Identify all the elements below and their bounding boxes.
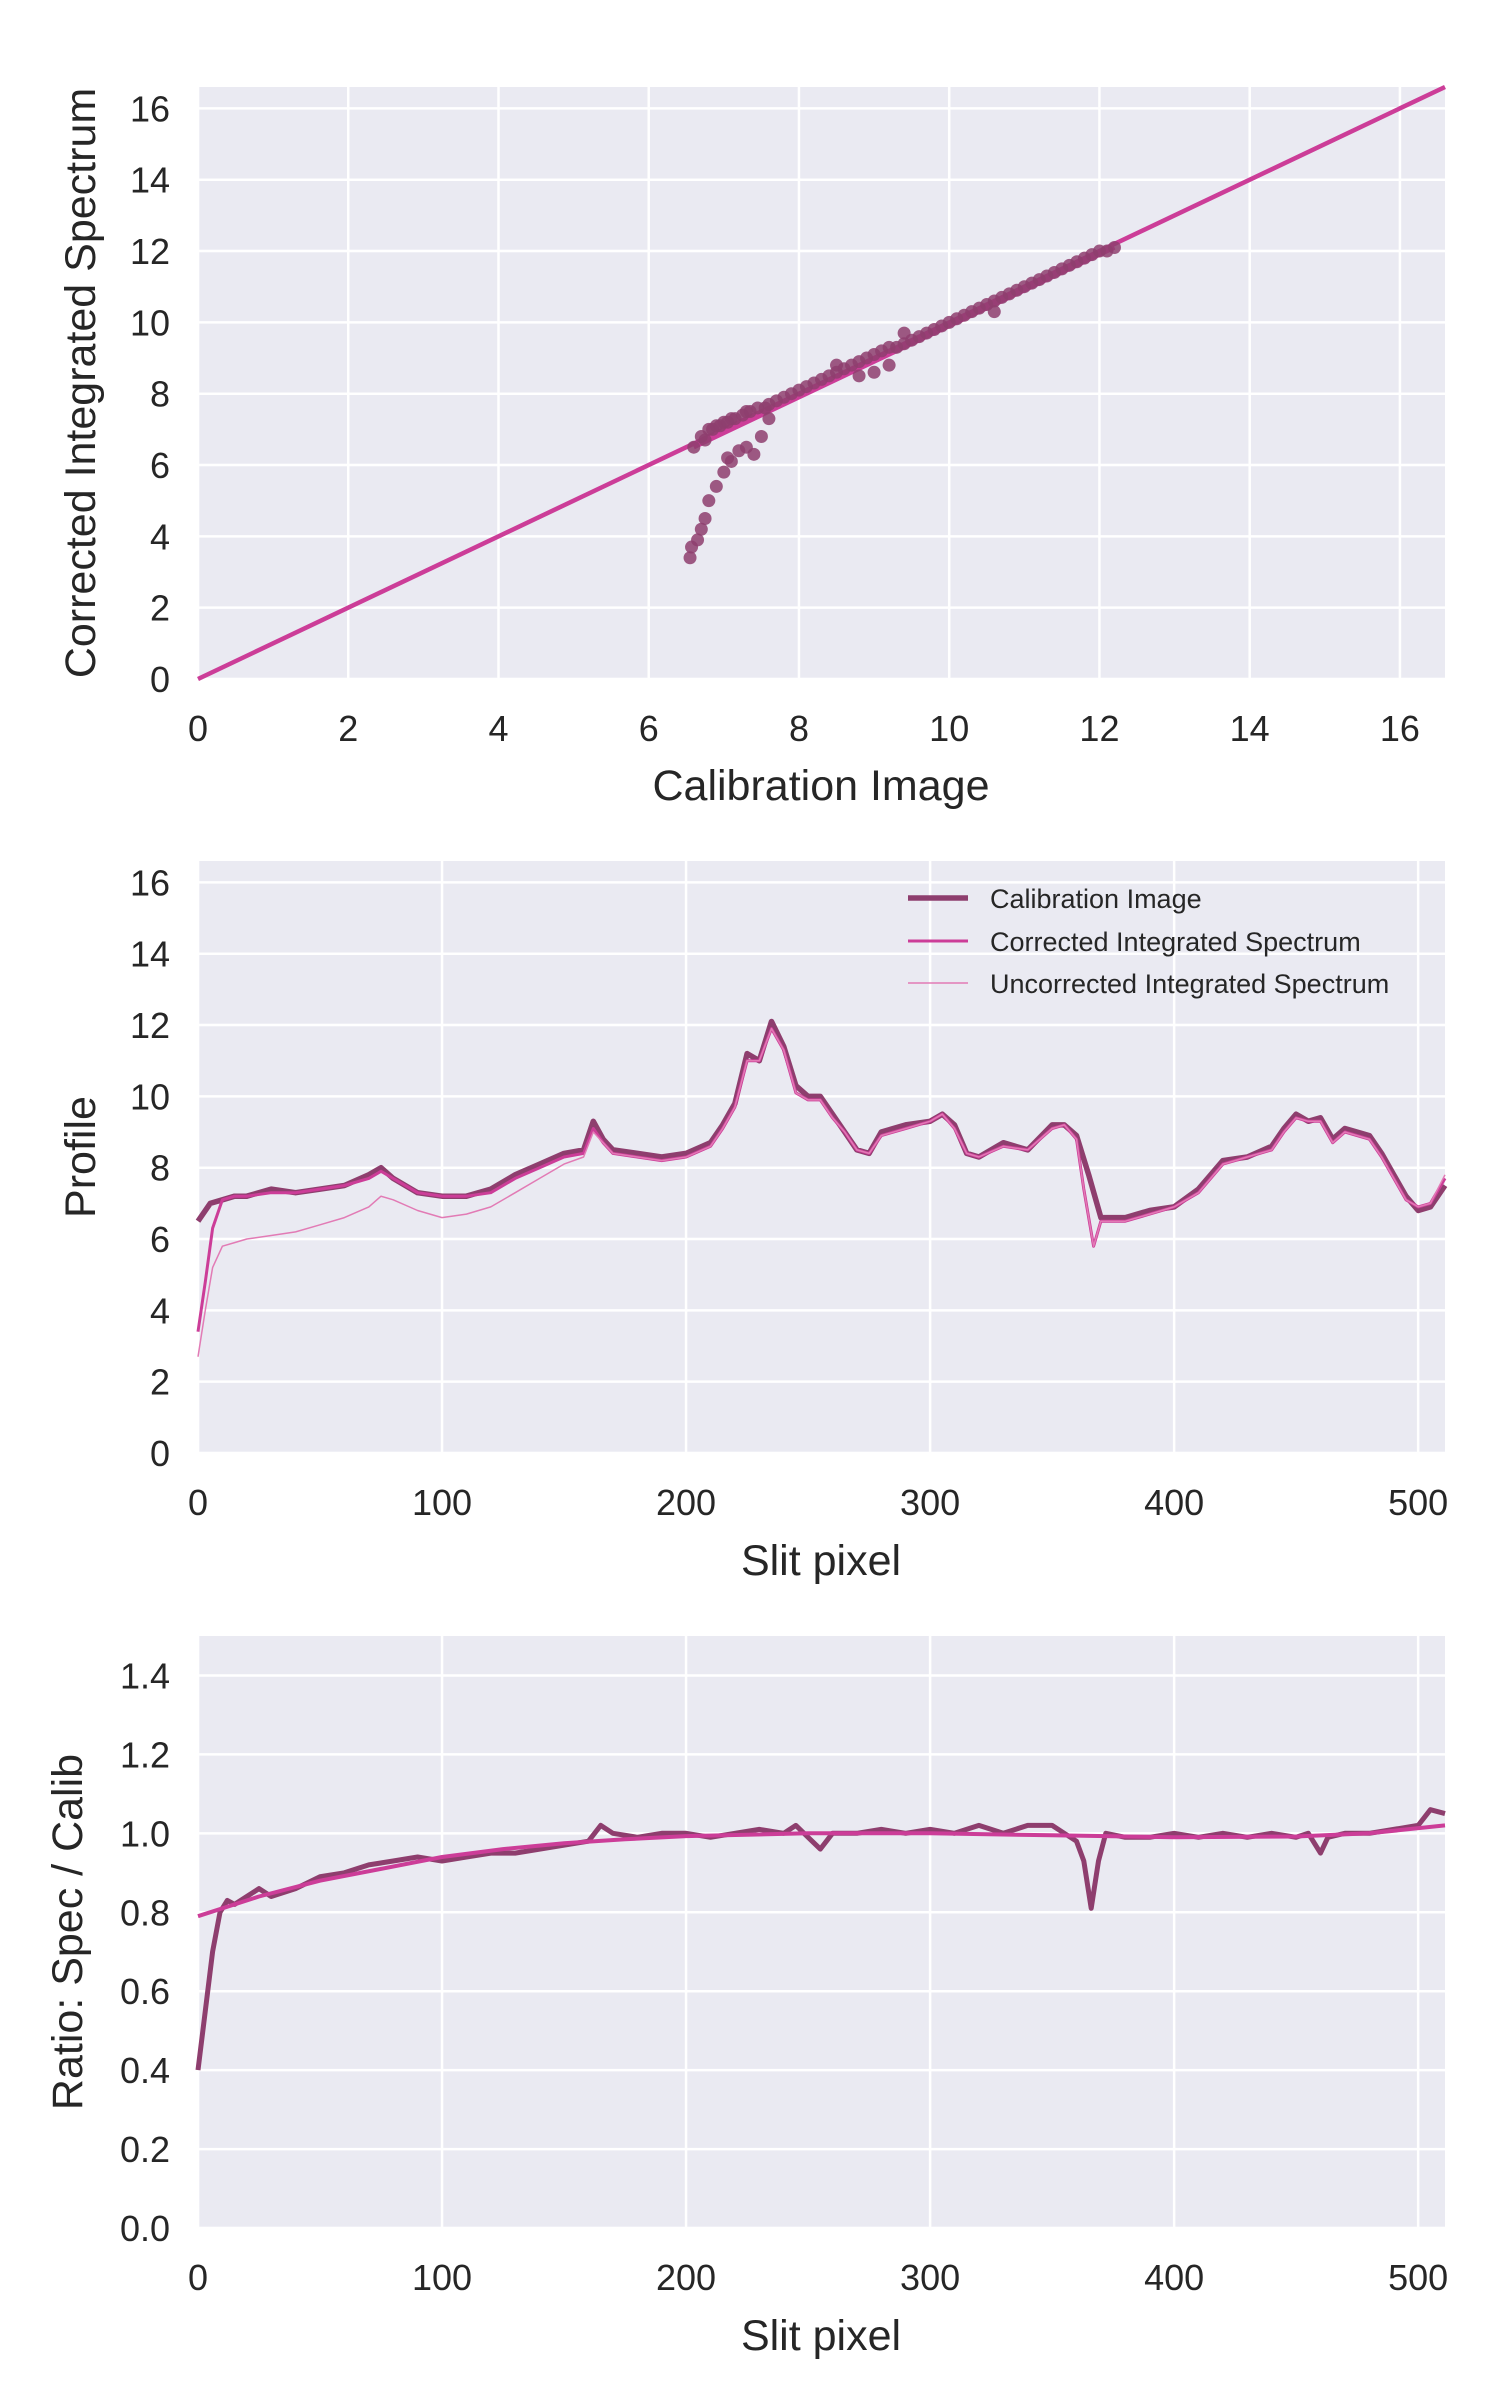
scatter-point bbox=[698, 512, 712, 526]
ratio-y-tick-label: 0.0 bbox=[120, 2208, 170, 2249]
scatter-y-tick-label: 2 bbox=[150, 588, 170, 629]
scatter-point bbox=[739, 405, 753, 419]
profile-grid bbox=[196, 861, 1445, 1455]
scatter-point bbox=[1107, 240, 1121, 254]
scatter-ticks: 0 2 4 6 8 10 12 14 16 0 2 4 6 8 10 12 14 16 bbox=[130, 88, 1420, 749]
profile-y-tick-label: 4 bbox=[150, 1290, 170, 1331]
ratio-y-axis-label: Ratio: Spec / Calib bbox=[44, 1754, 92, 2110]
scatter-point bbox=[724, 454, 738, 468]
scatter-point bbox=[897, 326, 911, 340]
ratio-x-tick-label: 500 bbox=[1388, 2257, 1448, 2298]
scatter-point bbox=[987, 305, 1001, 319]
profile-ticks: 0 100 200 300 400 500 0 2 4 6 8 10 12 14 16 bbox=[130, 862, 1448, 1523]
scatter-x-tick-label: 6 bbox=[639, 708, 659, 749]
ratio-x-tick-label: 100 bbox=[412, 2257, 472, 2298]
scatter-point bbox=[717, 465, 731, 479]
profile-x-tick-label: 100 bbox=[412, 1482, 472, 1523]
scatter-y-tick-label: 10 bbox=[130, 302, 170, 343]
profile-panel: 0 100 200 300 400 500 0 2 4 6 8 10 12 14 16 Calibratio… bbox=[57, 861, 1448, 1585]
scatter-point bbox=[687, 440, 701, 454]
profile-legend: Calibration Image Corrected Integrated S… bbox=[908, 884, 1389, 999]
scatter-point bbox=[867, 365, 881, 379]
series-ratio-fit bbox=[197, 1823, 1446, 1919]
ratio-y-tick-label: 1.4 bbox=[120, 1655, 170, 1696]
series-uncorrected-spectrum bbox=[197, 1027, 1446, 1357]
profile-y-tick-label: 12 bbox=[130, 1005, 170, 1046]
profile-y-axis-label: Profile bbox=[57, 1096, 105, 1218]
profile-y-tick-label: 16 bbox=[130, 862, 170, 903]
legend-label-calibration: Calibration Image bbox=[990, 884, 1202, 914]
scatter-point bbox=[754, 429, 768, 443]
scatter-point bbox=[830, 358, 844, 372]
ratio-ticks: 0 100 200 300 400 500 0.0 0.2 0.4 0.6 0.8 1.0 1.2 1.4 bbox=[120, 1655, 1448, 2298]
profile-x-tick-label: 200 bbox=[656, 1482, 716, 1523]
profile-y-tick-label: 8 bbox=[150, 1148, 170, 1189]
scatter-point bbox=[709, 479, 723, 493]
scatter-y-tick-label: 16 bbox=[130, 88, 170, 129]
profile-y-tick-label: 14 bbox=[130, 934, 170, 975]
scatter-y-tick-label: 14 bbox=[130, 160, 170, 201]
ratio-y-tick-label: 0.6 bbox=[120, 1971, 170, 2012]
profile-y-tick-label: 10 bbox=[130, 1076, 170, 1117]
scatter-x-tick-label: 4 bbox=[488, 708, 508, 749]
scatter-point bbox=[691, 533, 705, 547]
ratio-grid bbox=[196, 1636, 1445, 2230]
scatter-point bbox=[683, 551, 697, 565]
ratio-x-tick-label: 400 bbox=[1144, 2257, 1204, 2298]
ratio-y-tick-label: 0.2 bbox=[120, 2129, 170, 2170]
scatter-point bbox=[698, 433, 712, 447]
ratio-y-tick-label: 0.8 bbox=[120, 1892, 170, 1933]
scatter-x-tick-label: 10 bbox=[929, 708, 969, 749]
scatter-y-tick-label: 0 bbox=[150, 659, 170, 700]
scatter-point bbox=[882, 358, 896, 372]
legend-label-uncorrected: Uncorrected Integrated Spectrum bbox=[990, 969, 1389, 999]
ratio-series bbox=[195, 1807, 1446, 2071]
ratio-x-axis-label: Slit pixel bbox=[741, 2312, 901, 2360]
profile-x-tick-label: 400 bbox=[1144, 1482, 1204, 1523]
ratio-x-tick-label: 300 bbox=[900, 2257, 960, 2298]
profile-y-tick-label: 0 bbox=[150, 1433, 170, 1474]
profile-y-tick-label: 6 bbox=[150, 1219, 170, 1260]
scatter-y-tick-label: 12 bbox=[130, 231, 170, 272]
ratio-y-tick-label: 1.2 bbox=[120, 1734, 170, 1775]
scatter-y-tick-label: 4 bbox=[150, 516, 170, 557]
profile-x-tick-label: 0 bbox=[188, 1482, 208, 1523]
profile-x-axis-label: Slit pixel bbox=[741, 1537, 901, 1585]
scatter-point bbox=[747, 447, 761, 461]
legend-label-corrected: Corrected Integrated Spectrum bbox=[990, 927, 1361, 957]
ratio-panel: 0 100 200 300 400 500 0.0 0.2 0.4 0.6 0.8 1.0 1.2 1.4… bbox=[44, 1636, 1448, 2360]
scatter-points bbox=[683, 240, 1121, 565]
ratio-x-tick-label: 200 bbox=[656, 2257, 716, 2298]
scatter-y-tick-label: 6 bbox=[150, 445, 170, 486]
scatter-point bbox=[702, 494, 716, 508]
ratio-y-tick-label: 0.4 bbox=[120, 2050, 170, 2091]
scatter-x-tick-label: 16 bbox=[1380, 708, 1420, 749]
profile-series bbox=[195, 1018, 1448, 1357]
scatter-y-axis-label: Corrected Integrated Spectrum bbox=[57, 88, 105, 678]
scatter-point bbox=[762, 412, 776, 426]
ratio-x-tick-label: 0 bbox=[188, 2257, 208, 2298]
profile-x-tick-label: 300 bbox=[900, 1482, 960, 1523]
scatter-x-tick-label: 14 bbox=[1230, 708, 1270, 749]
scatter-grid bbox=[196, 87, 1445, 681]
profile-y-tick-label: 2 bbox=[150, 1362, 170, 1403]
scatter-panel: 0 2 4 6 8 10 12 14 16 0 2 4 6 8 10 12 14 16 Calibration I… bbox=[57, 84, 1446, 810]
ratio-y-tick-label: 1.0 bbox=[120, 1813, 170, 1854]
scatter-x-tick-label: 0 bbox=[188, 708, 208, 749]
ratio-plot-area bbox=[198, 1636, 1445, 2228]
profile-x-tick-label: 500 bbox=[1388, 1482, 1448, 1523]
scatter-x-axis-label: Calibration Image bbox=[652, 762, 989, 810]
scatter-x-tick-label: 8 bbox=[789, 708, 809, 749]
scatter-y-tick-label: 8 bbox=[150, 374, 170, 415]
scatter-point bbox=[694, 522, 708, 536]
scatter-x-tick-label: 2 bbox=[338, 708, 358, 749]
scatter-point bbox=[852, 369, 866, 383]
scatter-x-tick-label: 12 bbox=[1079, 708, 1119, 749]
